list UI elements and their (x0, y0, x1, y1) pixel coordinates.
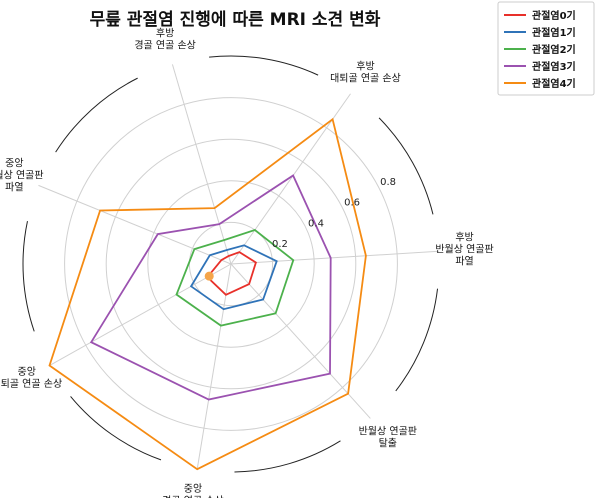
series-line-3 (89, 174, 332, 401)
axis-label-3: 반월상 연골판 (0, 170, 44, 182)
radial-tick-label: 0.8 (380, 177, 396, 188)
grid-ring (147, 180, 315, 348)
axis-label-6: 탈출 (379, 437, 397, 450)
grid-ring (105, 138, 357, 390)
axis-spoke (230, 93, 351, 265)
series-line-4 (48, 117, 367, 471)
axis-label-1: 후방 (356, 60, 374, 72)
outer-frame-arc (378, 117, 434, 215)
axis-spoke (230, 263, 371, 419)
radial-tick-label: 0.4 (308, 218, 324, 229)
legend-label: 관절염4기 (532, 77, 576, 90)
radar-series (48, 117, 367, 471)
series-line-0 (206, 251, 257, 296)
outer-frame-arc (55, 77, 138, 153)
axis-label-4: 대퇴골 연골 손상 (0, 378, 62, 390)
axis-spoke (49, 263, 232, 366)
axis-spoke (230, 250, 439, 265)
legend-label: 관절염2기 (532, 43, 576, 56)
axis-label-1: 대퇴골 연골 손상 (330, 72, 401, 84)
axis-spoke (196, 263, 232, 470)
axis-label-0: 파열 (455, 256, 473, 268)
legend-label: 관절염3기 (532, 60, 576, 73)
axis-label-0: 반월상 연골판 (435, 244, 493, 256)
axis-label-3: 파열 (5, 182, 23, 194)
radial-tick-label: 0.6 (344, 198, 360, 209)
outer-frame-arc (395, 288, 439, 392)
axis-spoke (38, 184, 232, 265)
grid-ring (64, 97, 398, 431)
highlight-point (204, 271, 214, 281)
axis-label-6: 반월상 연골판 (359, 426, 417, 438)
radar-grid (22, 55, 439, 473)
radial-ticks: 0.2 0.4 0.6 0.8 (272, 177, 396, 250)
series-line-1 (189, 244, 278, 311)
chart-title: 무릎 관절염 진행에 따른 MRI 소견 변화 (90, 9, 381, 30)
axis-label-0: 후방 (455, 232, 473, 244)
outer-frame-arc (70, 396, 162, 461)
axis-label-5: 경골 연골 손상 (162, 494, 224, 498)
series-line-2 (175, 228, 295, 327)
outer-frame-arc (234, 440, 341, 473)
outer-frame-arc (209, 55, 319, 76)
outer-frame-arc (22, 221, 35, 332)
axis-label-2: 경골 연골 손상 (134, 38, 196, 51)
axis-spoke (171, 64, 232, 265)
axis-label-5: 중앙 (184, 483, 202, 495)
legend-label: 관절염1기 (532, 26, 576, 39)
axis-label-3: 중앙 (5, 158, 23, 170)
legend-label: 관절염0기 (532, 9, 576, 22)
axis-label-2: 후방 (156, 27, 174, 39)
radial-tick-label: 0.2 (272, 239, 288, 250)
legend-box (497, 1, 595, 96)
axis-label-4: 중앙 (18, 366, 36, 378)
